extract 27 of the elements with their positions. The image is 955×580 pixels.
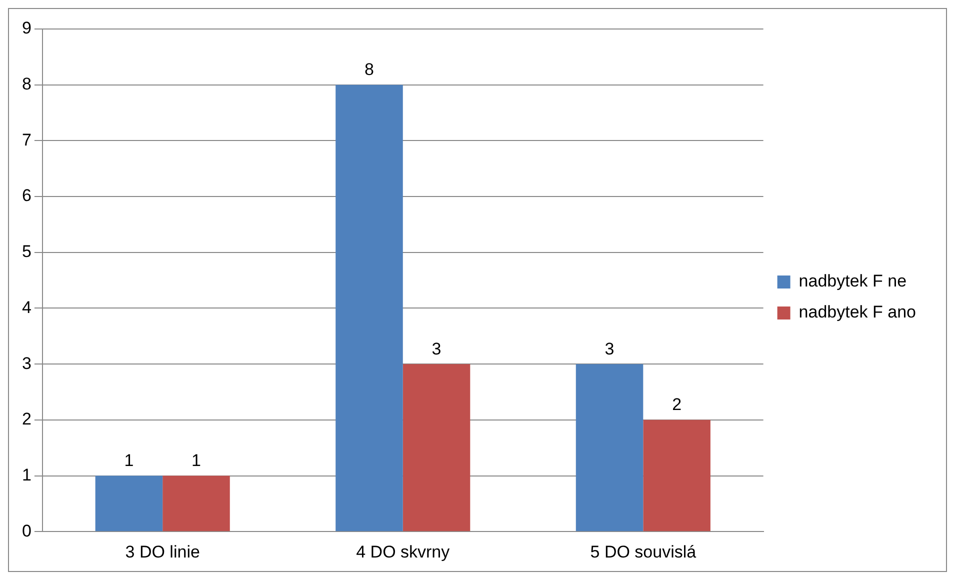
y-tick-label: 4 bbox=[22, 298, 32, 317]
y-tick-label: 1 bbox=[22, 465, 32, 484]
y-tick-label: 7 bbox=[22, 130, 32, 150]
legend-label: nadbytek F ano bbox=[798, 302, 916, 322]
y-tick-label: 8 bbox=[22, 74, 32, 94]
y-tick-label: 3 bbox=[22, 354, 32, 373]
y-tick-label: 9 bbox=[22, 18, 32, 38]
data-label: 3 bbox=[604, 339, 614, 358]
y-tick-label: 0 bbox=[22, 521, 32, 540]
data-label: 8 bbox=[364, 60, 374, 80]
x-tick-label: 3 DO linie bbox=[125, 542, 200, 562]
bar bbox=[336, 84, 403, 532]
bar bbox=[643, 420, 710, 532]
y-tick-label: 5 bbox=[22, 242, 32, 262]
bar bbox=[162, 476, 230, 532]
legend-label: nadbytek F ne bbox=[798, 272, 907, 291]
x-tick-label: 5 DO souvislá bbox=[590, 542, 697, 562]
x-tick-label: 4 DO skvrny bbox=[356, 542, 450, 562]
bar bbox=[576, 364, 644, 532]
bar bbox=[402, 364, 470, 532]
y-tick-label: 2 bbox=[22, 410, 32, 429]
data-label: 3 bbox=[432, 339, 442, 358]
bar bbox=[95, 476, 163, 532]
data-label: 1 bbox=[124, 450, 134, 470]
data-label: 2 bbox=[672, 395, 682, 414]
y-tick-label: 6 bbox=[22, 186, 32, 206]
data-label: 1 bbox=[192, 450, 201, 470]
